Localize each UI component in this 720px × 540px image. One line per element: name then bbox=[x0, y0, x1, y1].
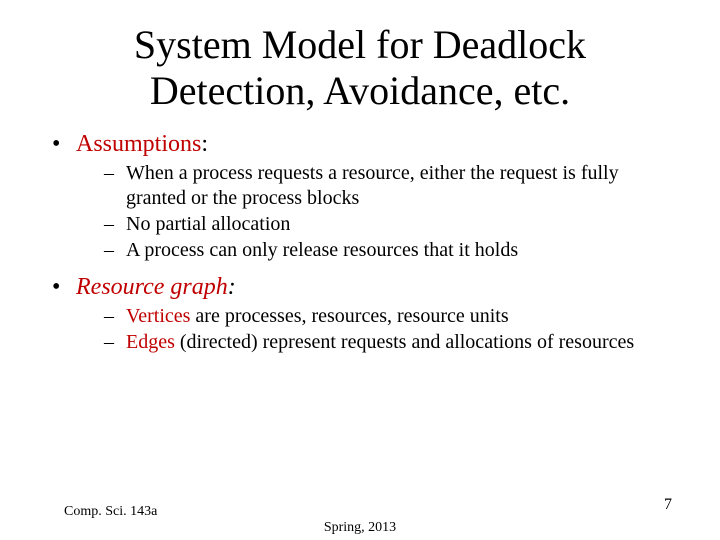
list-item: Vertices are processes, resources, resou… bbox=[104, 304, 672, 328]
assumptions-item: Assumptions: When a process requests a r… bbox=[48, 130, 672, 263]
assumptions-sublist: When a process requests a resource, eith… bbox=[76, 161, 672, 263]
slide: System Model for Deadlock Detection, Avo… bbox=[0, 0, 720, 540]
footer-left: Comp. Sci. 143a bbox=[64, 504, 157, 520]
slide-body: Assumptions: When a process requests a r… bbox=[0, 130, 720, 355]
assumptions-label-accent: Assumptions bbox=[76, 131, 201, 157]
footer-center: Spring, 2013 bbox=[0, 520, 720, 536]
list-item: A process can only release resources tha… bbox=[104, 238, 672, 262]
accent-word: Vertices bbox=[126, 305, 190, 327]
footer-right: 7 bbox=[664, 496, 672, 514]
resource-graph-label-post: : bbox=[228, 274, 236, 300]
resource-graph-item: Resource graph: Vertices are processes, … bbox=[48, 273, 672, 355]
slide-title: System Model for Deadlock Detection, Avo… bbox=[0, 0, 720, 124]
resource-graph-label-accent: Resource graph bbox=[76, 274, 228, 300]
assumptions-label-post: : bbox=[201, 131, 208, 157]
bullet-list: Assumptions: When a process requests a r… bbox=[48, 130, 672, 355]
accent-word: Edges bbox=[126, 331, 175, 353]
resource-graph-sublist: Vertices are processes, resources, resou… bbox=[76, 304, 672, 355]
title-line-1: System Model for Deadlock bbox=[134, 22, 586, 67]
list-item: No partial allocation bbox=[104, 212, 672, 236]
list-item: Edges (directed) represent requests and … bbox=[104, 330, 672, 354]
list-item: When a process requests a resource, eith… bbox=[104, 161, 672, 210]
title-line-2: Detection, Avoidance, etc. bbox=[150, 68, 570, 113]
